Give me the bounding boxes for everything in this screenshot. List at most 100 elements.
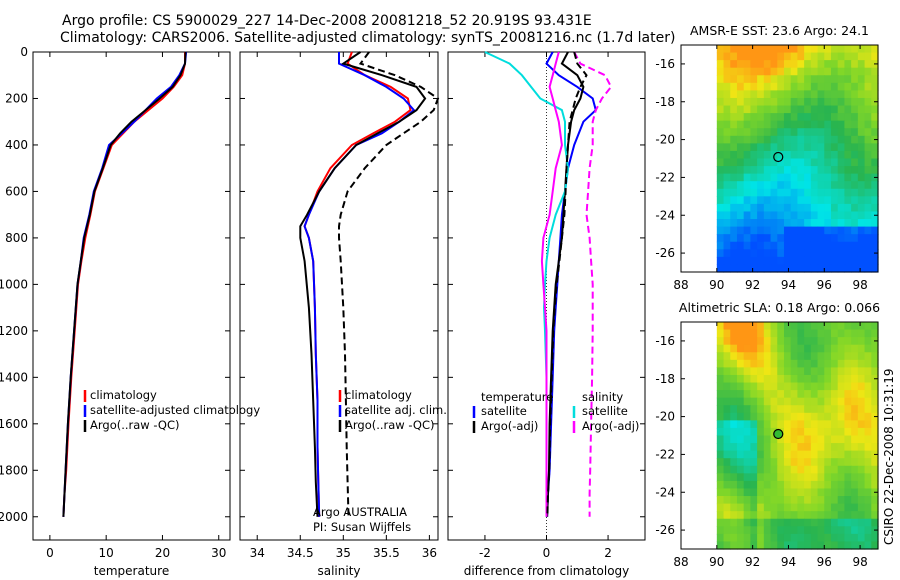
heatmap-cell (730, 397, 738, 406)
heatmap-cell (851, 97, 859, 107)
heatmap-cell (763, 390, 772, 399)
heatmap-cell (770, 337, 778, 346)
heatmap-cell (817, 135, 825, 144)
heatmap-cell (750, 143, 758, 152)
heatmap-cell (730, 435, 738, 444)
heatmap-cell (817, 45, 825, 54)
heatmap-cell (797, 488, 805, 497)
heatmap-cell (736, 458, 745, 467)
heatmap-cell (777, 374, 785, 384)
heatmap-cell (736, 359, 745, 368)
heatmap-cell (844, 420, 852, 429)
heatmap-cell (770, 397, 778, 406)
heatmap-cell (716, 203, 725, 213)
heatmap-cell (736, 82, 745, 91)
heatmap-cell (750, 480, 758, 490)
series-line-4 (338, 51, 440, 517)
heatmap-cell (864, 480, 872, 490)
heatmap-cell (770, 113, 778, 122)
heatmap-cell (730, 135, 738, 144)
heatmap-cell (757, 97, 765, 107)
heatmap-cell (743, 533, 751, 543)
heatmap-cell (844, 128, 852, 137)
y-tick-label: -20 (655, 410, 675, 424)
heatmap-cell (790, 113, 799, 122)
heatmap-cell (777, 337, 785, 346)
heatmap-cell (824, 52, 832, 61)
heatmap-cell (810, 443, 819, 452)
heatmap-cell (763, 241, 772, 250)
heatmap-cell (763, 435, 772, 444)
heatmap-cell (857, 412, 866, 421)
heatmap-cell (810, 173, 819, 182)
heatmap-cell (797, 211, 805, 220)
heatmap-cell (830, 82, 839, 91)
heatmap-cell (716, 150, 725, 160)
heatmap-cell (851, 518, 859, 527)
heatmap-cell (857, 344, 866, 353)
heatmap-cell (750, 264, 758, 273)
sla-map-panel: 88 90 92 94 96 98-16-18-20-22-24-26Altimetric… (655, 300, 880, 569)
heatmap-cell (797, 52, 805, 61)
heatmap-cell (804, 82, 812, 91)
heatmap-cell (777, 473, 785, 482)
heatmap-cell (743, 511, 751, 520)
heatmap-cell (824, 97, 832, 107)
heatmap-cell (723, 344, 731, 353)
heatmap-cell (783, 412, 792, 421)
heatmap-cell (716, 322, 725, 331)
heatmap-cell (743, 113, 751, 122)
heatmap-cell (864, 405, 872, 414)
heatmap-cell (763, 367, 772, 376)
heatmap-cell (797, 480, 805, 490)
heatmap-cell (777, 241, 785, 250)
heatmap-cell (730, 450, 738, 459)
heatmap-cell (716, 166, 725, 175)
heatmap-cell (770, 105, 778, 114)
heatmap-cell (716, 181, 725, 190)
heatmap-cell (730, 203, 738, 213)
heatmap-cell (770, 128, 778, 137)
heatmap-cell (777, 359, 785, 368)
heatmap-cell (730, 211, 738, 220)
heatmap-cell (736, 390, 745, 399)
heatmap-cell (723, 135, 731, 144)
heatmap-cell (750, 382, 758, 391)
heatmap-cell (817, 249, 825, 258)
heatmap-cell (851, 496, 859, 505)
map-border (680, 321, 879, 550)
heatmap-cell (743, 234, 751, 243)
heatmap-cell (783, 359, 792, 368)
heatmap-cell (817, 219, 825, 228)
heatmap-cell (790, 367, 799, 376)
heatmap-cell (763, 526, 772, 535)
heatmap-cell (750, 226, 758, 235)
heatmap-cell (777, 518, 785, 527)
heatmap-cell (830, 52, 839, 61)
heatmap-cell (864, 173, 872, 182)
heatmap-cell (730, 322, 738, 331)
heatmap-cell (716, 120, 725, 129)
heatmap-cell (730, 256, 738, 266)
heatmap-cell (830, 196, 839, 205)
heatmap-cell (790, 249, 799, 258)
heatmap-cell (777, 405, 785, 414)
heatmap-cell (797, 226, 805, 235)
heatmap-cell (837, 150, 846, 160)
heatmap-cell (777, 390, 785, 399)
heatmap-cell (797, 196, 805, 205)
heatmap-cell (851, 135, 859, 144)
heatmap-cell (743, 203, 751, 213)
heatmap-cell (783, 465, 792, 474)
heatmap-cell (730, 67, 738, 76)
x-tick-label: 34 (250, 546, 265, 560)
heatmap-cell (810, 390, 819, 399)
float-annotation: PI: Susan Wijffels (313, 520, 411, 534)
heatmap-cell (804, 203, 812, 213)
float-annotation: Argo AUSTRALIA (313, 505, 407, 519)
heatmap-cell (757, 322, 765, 331)
heatmap-cell (864, 382, 872, 391)
heatmap-cell (864, 337, 872, 346)
heatmap-cell (750, 45, 758, 54)
heatmap-cell (783, 435, 792, 444)
